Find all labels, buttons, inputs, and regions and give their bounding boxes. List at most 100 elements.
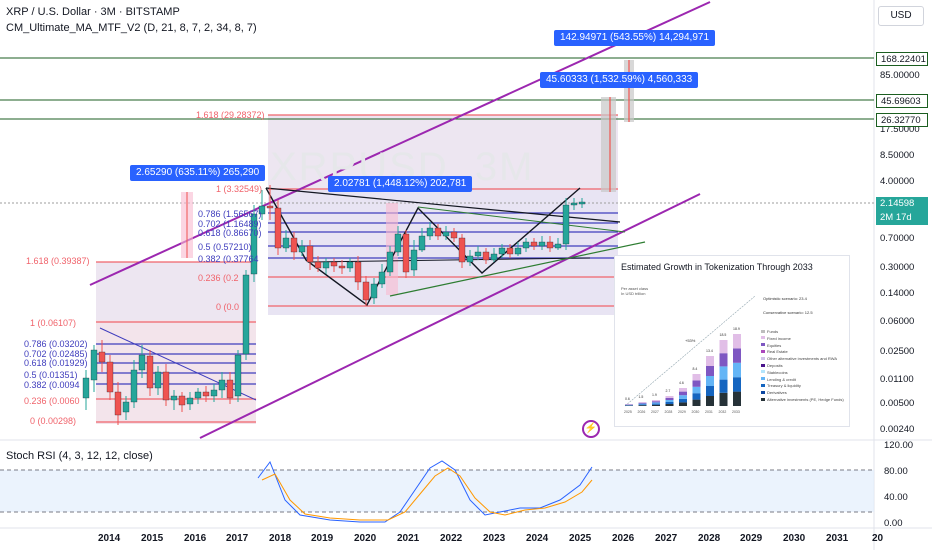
inset-year-label: 2032 — [718, 410, 727, 414]
inset-bar-segment — [679, 402, 687, 406]
legend-swatch — [761, 336, 765, 340]
fib-level-label: 0.5 (0.01351) — [24, 370, 78, 380]
inset-total-label: 4.6 — [679, 381, 684, 385]
inset-bar-segment — [692, 380, 701, 387]
candle-body — [426, 227, 434, 237]
currency-button[interactable]: USD — [878, 6, 924, 26]
price-axis-label: 8.50000 — [880, 150, 915, 161]
inset-bar-segment — [692, 386, 701, 394]
rsi-axis-80: 80.00 — [884, 466, 908, 477]
inset-bar-segment — [719, 379, 728, 393]
time-axis-label: 2025 — [569, 533, 592, 544]
inset-bar-segment — [665, 402, 674, 404]
candle-body — [434, 227, 442, 237]
candle-body — [506, 247, 514, 255]
legend-swatch — [761, 349, 765, 353]
candle-body — [554, 243, 562, 249]
fib-level-label: 0.382 (0.37764 — [198, 254, 259, 264]
inset-bar-segment — [638, 405, 647, 406]
legend-item: Deposits — [767, 363, 783, 368]
inset-bar-segment — [733, 348, 741, 363]
candle-body — [186, 397, 194, 405]
candle-body — [354, 261, 362, 283]
inset-bar-segment — [679, 395, 687, 399]
candle-body — [106, 361, 114, 393]
fib-box-right-lower — [268, 190, 618, 315]
resistance-line — [265, 187, 621, 223]
time-axis-label: 2026 — [612, 533, 635, 544]
price-axis-label: 0.70000 — [880, 233, 915, 244]
candle-body — [138, 354, 146, 371]
inset-title: Estimated Growth in Tokenization Through… — [621, 262, 813, 272]
inset-note2: In USD trillion — [621, 291, 646, 296]
inset-note1: Per asset class — [621, 286, 649, 291]
price-axis-label: 0.02500 — [880, 346, 915, 357]
fib-level-label: 0.702 (1.16489) — [198, 219, 262, 229]
inset-bar-segment — [706, 356, 714, 366]
rsi-k-line — [257, 460, 593, 523]
inset-bar-segment — [679, 398, 687, 403]
fib-level-label: 0.618 (0.86670) — [198, 228, 262, 238]
trend-green-1 — [389, 241, 646, 297]
channel-lower — [199, 193, 701, 439]
inset-total-label: 18.5 — [719, 333, 727, 337]
measure-callout-4[interactable]: 2.02781 (1,448.12%) 202,781 — [328, 176, 473, 192]
candle-body — [410, 249, 418, 271]
inset-bar-segment — [733, 391, 741, 406]
indicator-label[interactable]: CM_Ultimate_MA_MTF_V2 (D, 21, 8, 7, 2, 3… — [6, 22, 257, 34]
legend-swatch — [761, 377, 765, 381]
time-axis-label: 2024 — [526, 533, 549, 544]
time-axis-label: 2016 — [184, 533, 207, 544]
inset-bar-segment — [692, 393, 701, 400]
candle-body — [442, 231, 450, 237]
inset-year-label: 2030 — [691, 410, 700, 414]
time-axis-label: 2018 — [269, 533, 292, 544]
rsi-d-line — [261, 467, 593, 521]
time-axis-label: 2015 — [141, 533, 164, 544]
inset-bar-segment — [733, 334, 741, 349]
inset-trend-line — [624, 295, 756, 407]
inset-bar-segment — [665, 400, 674, 402]
inset-total-label: 8.4 — [692, 367, 698, 371]
measure-box-3 — [601, 97, 616, 192]
candle-body — [154, 371, 162, 389]
fib-level-label: 0.702 (0.02485) — [24, 349, 88, 359]
measure-callout-2[interactable]: 45.60333 (1,532.59%) 4,560,333 — [540, 72, 699, 88]
inset-bar-segment — [638, 402, 647, 403]
price-axis-label: 0.14000 — [880, 288, 915, 299]
time-axis-label: 2022 — [440, 533, 463, 544]
time-axis-label: 2031 — [826, 533, 849, 544]
inset-bar-segment — [638, 402, 647, 404]
inset-bar-segment — [652, 400, 660, 402]
fib-level-label: 1 (0.06107) — [30, 318, 77, 328]
rsi-axis-0: 0.00 — [884, 518, 903, 529]
candle-body — [514, 247, 522, 255]
trend-green-2 — [417, 206, 626, 233]
candle-body — [330, 261, 338, 267]
fib-box-right — [268, 115, 618, 315]
candle-body — [122, 401, 130, 413]
tradingview-logo-icon[interactable]: ⚡ — [582, 420, 600, 438]
price-axis-label: 0.30000 — [880, 262, 915, 273]
candle-body — [570, 202, 578, 206]
time-axis-label: 2030 — [783, 533, 806, 544]
price-axis-label: 0.06000 — [880, 316, 915, 327]
candle-body — [170, 395, 178, 401]
legend-swatch — [761, 329, 765, 333]
fib-level-label: 0 (0.0 — [216, 302, 240, 312]
inset-bar-chart — [624, 295, 756, 407]
candle-body — [242, 274, 250, 355]
candle-body — [114, 391, 122, 416]
measure-callout-3[interactable]: 2.65290 (635.11%) 265,290 — [130, 165, 266, 181]
inset-bar-segment — [665, 398, 674, 400]
candle-body — [498, 247, 506, 255]
candle-body — [338, 265, 346, 269]
candle-body — [226, 379, 234, 399]
chart-title: XRP / U.S. Dollar · 3M · BITSTAMP — [6, 6, 180, 18]
legend-swatch — [761, 370, 765, 374]
candle-body — [546, 241, 554, 249]
candle-body — [490, 253, 498, 261]
measure-callout-1[interactable]: 142.94971 (543.55%) 14,294,971 — [554, 30, 716, 46]
